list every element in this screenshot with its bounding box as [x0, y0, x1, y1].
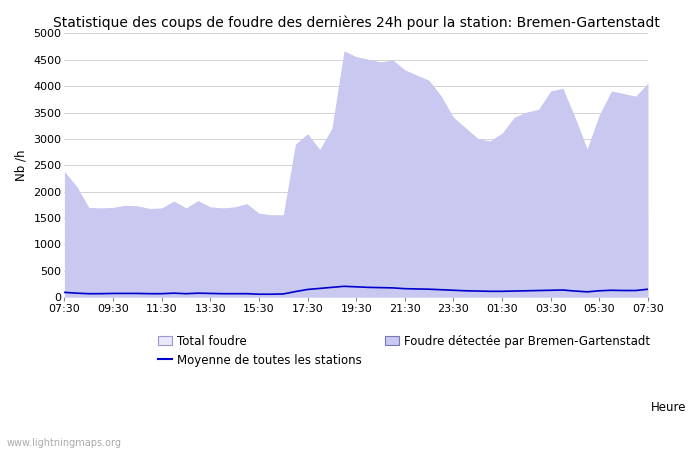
Title: Statistique des coups de foudre des dernières 24h pour la station: Bremen-Garten: Statistique des coups de foudre des dern… [52, 15, 659, 30]
Text: Heure: Heure [651, 401, 687, 414]
Legend: Total foudre, Moyenne de toutes les stations, Foudre détectée par Bremen-Gartens: Total foudre, Moyenne de toutes les stat… [158, 335, 650, 367]
Y-axis label: Nb /h: Nb /h [15, 149, 28, 181]
Text: www.lightningmaps.org: www.lightningmaps.org [7, 438, 122, 448]
